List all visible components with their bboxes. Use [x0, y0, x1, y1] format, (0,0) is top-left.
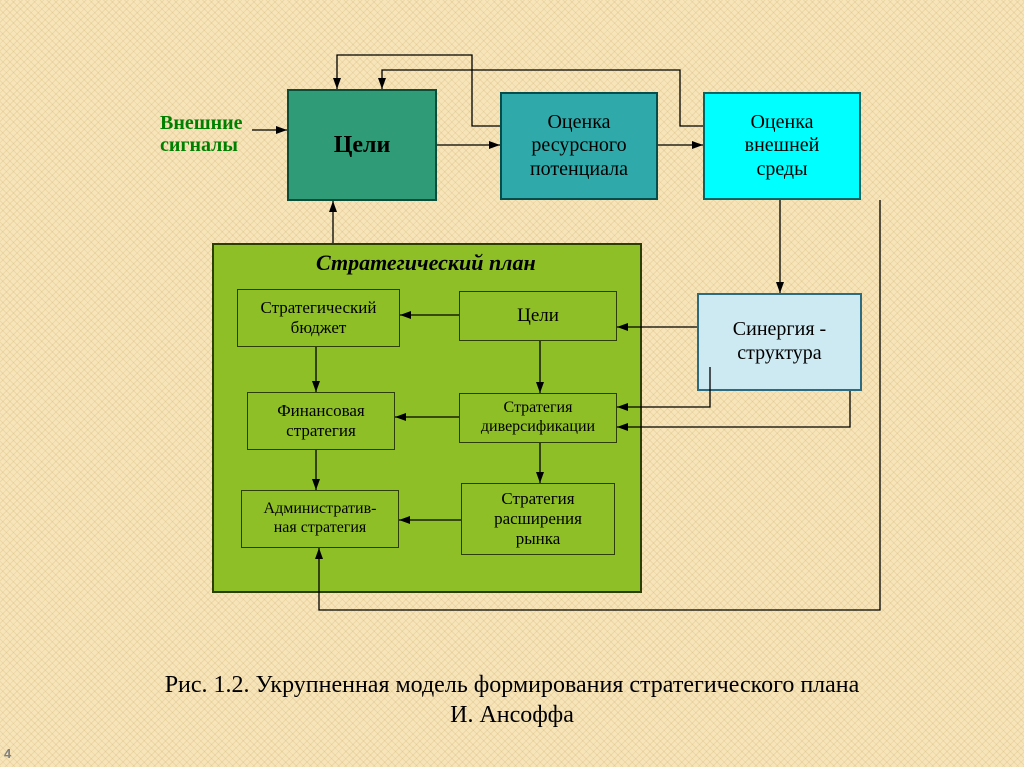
external-signals-label: Внешние сигналы — [160, 112, 243, 156]
figure-caption: Рис. 1.2. Укрупненная модель формировани… — [0, 670, 1024, 730]
node-goals: Цели — [287, 89, 437, 201]
node-plan-admin: Административ- ная стратегия — [241, 490, 399, 548]
node-resources: Оценка ресурсного потенциала — [500, 92, 658, 200]
node-plan-expand: Стратегия расширения рынка — [461, 483, 615, 555]
node-synergy: Синергия - структура — [697, 293, 862, 391]
node-plan-goals-label: Цели — [517, 305, 559, 327]
node-goals-label: Цели — [334, 131, 391, 159]
node-synergy-label: Синергия - структура — [733, 318, 826, 365]
node-plan-divers-label: Стратегия диверсификации — [481, 399, 595, 437]
node-plan-budget: Стратегический бюджет — [237, 289, 400, 347]
external-signals-line2: сигналы — [160, 134, 238, 156]
caption-line1: Рис. 1.2. Укрупненная модель формировани… — [165, 672, 860, 698]
node-plan-expand-label: Стратегия расширения рынка — [494, 489, 582, 549]
plan-container-title: Стратегический план — [316, 250, 536, 276]
node-plan-fin: Финансовая стратегия — [247, 392, 395, 450]
node-env: Оценка внешней среды — [703, 92, 861, 200]
node-plan-fin-label: Финансовая стратегия — [277, 401, 364, 441]
node-plan-goals: Цели — [459, 291, 617, 341]
node-resources-label: Оценка ресурсного потенциала — [530, 111, 628, 182]
node-plan-budget-label: Стратегический бюджет — [261, 298, 377, 338]
caption-line2: И. Ансоффа — [450, 702, 574, 728]
node-env-label: Оценка внешней среды — [745, 111, 820, 182]
node-plan-admin-label: Административ- ная стратегия — [264, 500, 377, 538]
external-signals-line1: Внешние — [160, 112, 243, 134]
node-plan-divers: Стратегия диверсификации — [459, 393, 617, 443]
slide-number: 4 — [4, 746, 11, 761]
